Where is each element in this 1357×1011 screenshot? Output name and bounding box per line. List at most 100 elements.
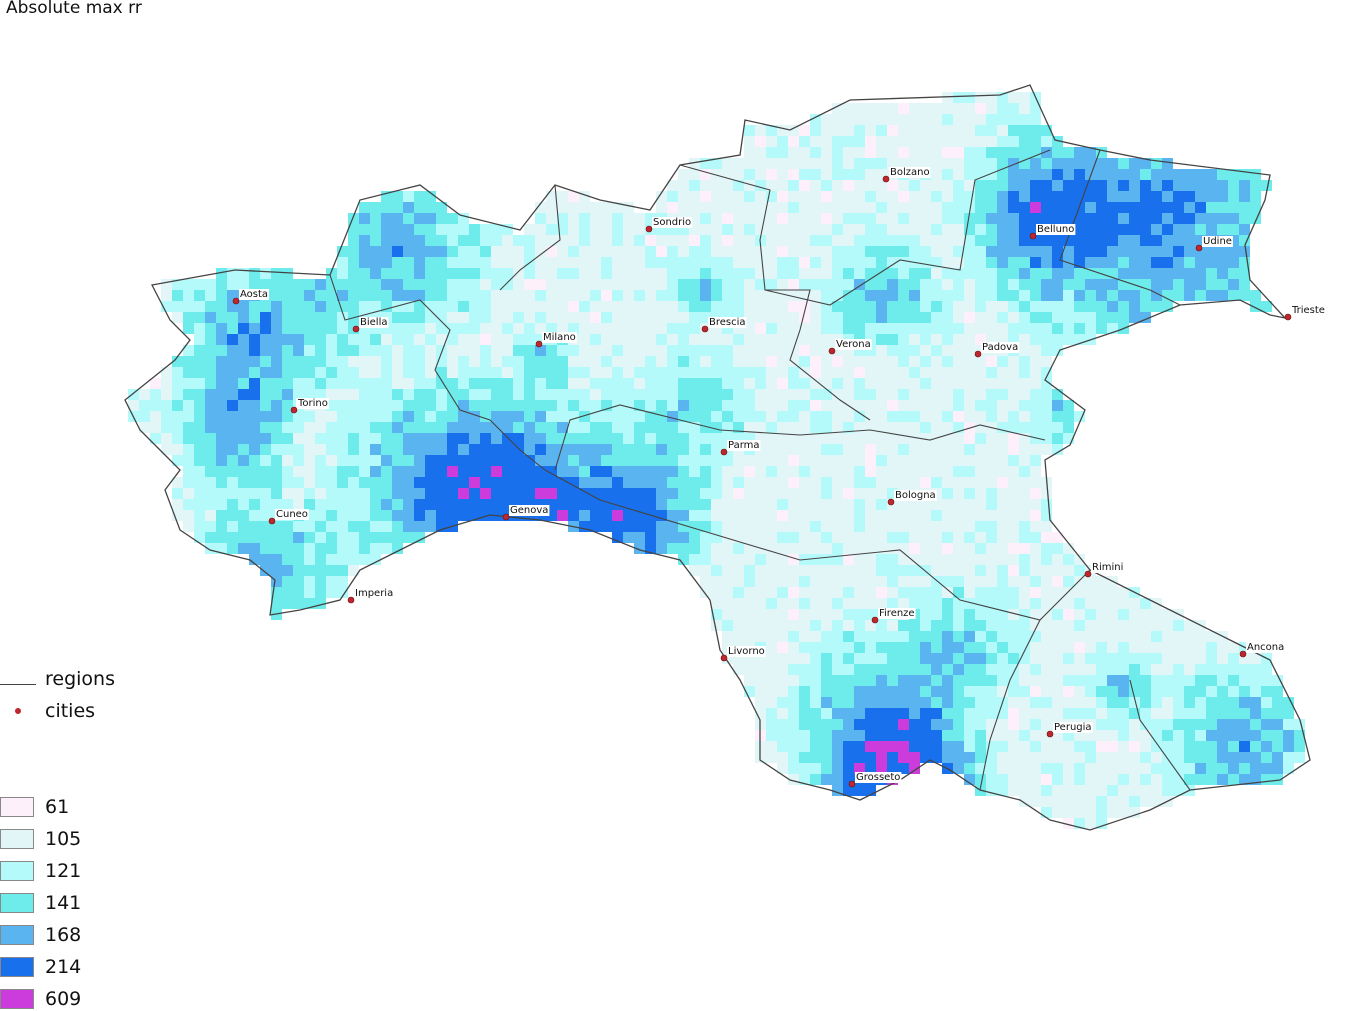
raster-cell: [964, 92, 975, 103]
raster-cell: [1140, 202, 1151, 213]
raster-cell: [1008, 114, 1019, 125]
raster-cell: [315, 312, 326, 323]
raster-cell: [865, 400, 876, 411]
raster-cell: [898, 224, 909, 235]
raster-cell: [469, 235, 480, 246]
raster-cell: [832, 378, 843, 389]
raster-cell: [634, 499, 645, 510]
raster-cell: [722, 455, 733, 466]
raster-cell: [887, 125, 898, 136]
raster-cell: [1019, 554, 1030, 565]
label-background: [239, 289, 270, 300]
raster-cell: [458, 367, 469, 378]
raster-cell: [337, 565, 348, 576]
raster-cell: [832, 730, 843, 741]
raster-cell: [1140, 752, 1151, 763]
raster-cell: [810, 708, 821, 719]
raster-cell: [1008, 708, 1019, 719]
raster-cell: [579, 455, 590, 466]
raster-cell: [1118, 257, 1129, 268]
raster-cell: [1074, 642, 1085, 653]
raster-cell: [744, 576, 755, 587]
raster-cell: [964, 554, 975, 565]
raster-cell: [1008, 367, 1019, 378]
raster-cell: [788, 521, 799, 532]
raster-cell: [1085, 675, 1096, 686]
raster-cell: [326, 510, 337, 521]
raster-cell: [887, 697, 898, 708]
raster-cell: [898, 620, 909, 631]
raster-cell: [1239, 235, 1250, 246]
raster-cell: [491, 290, 502, 301]
raster-cell: [1129, 807, 1140, 818]
raster-cell: [810, 367, 821, 378]
raster-cell: [810, 499, 821, 510]
raster-cell: [821, 136, 832, 147]
raster-cell: [557, 477, 568, 488]
raster-cell: [612, 411, 623, 422]
raster-cell: [260, 378, 271, 389]
raster-cell: [843, 114, 854, 125]
raster-cell: [1052, 334, 1063, 345]
raster-cell: [832, 312, 843, 323]
raster-cell: [689, 235, 700, 246]
raster-cell: [865, 389, 876, 400]
raster-cell: [403, 444, 414, 455]
raster-cell: [722, 532, 733, 543]
raster-cell: [777, 708, 788, 719]
raster-cell: [953, 521, 964, 532]
raster-cell: [1008, 136, 1019, 147]
raster-cell: [810, 147, 821, 158]
raster-cell: [1129, 708, 1140, 719]
raster-cell: [1019, 279, 1030, 290]
raster-cell: [843, 246, 854, 257]
raster-cell: [315, 488, 326, 499]
raster-cell: [788, 356, 799, 367]
raster-cell: [953, 719, 964, 730]
raster-cell: [953, 411, 964, 422]
raster-cell: [777, 444, 788, 455]
raster-cell: [656, 488, 667, 499]
raster-cell: [1228, 180, 1239, 191]
raster-cell: [1195, 719, 1206, 730]
raster-cell: [601, 444, 612, 455]
raster-cell: [777, 378, 788, 389]
raster-cell: [326, 444, 337, 455]
raster-cell: [832, 708, 843, 719]
raster-cell: [1019, 752, 1030, 763]
raster-cell: [1063, 433, 1074, 444]
raster-cell: [733, 202, 744, 213]
raster-cell: [986, 675, 997, 686]
raster-cell: [788, 334, 799, 345]
raster-cell: [1195, 213, 1206, 224]
raster-cell: [1217, 752, 1228, 763]
raster-cell: [909, 213, 920, 224]
raster-cell: [271, 356, 282, 367]
raster-cell: [1052, 136, 1063, 147]
raster-cell: [1030, 147, 1041, 158]
raster-cell: [678, 169, 689, 180]
legend-class: 609: [0, 988, 81, 1010]
raster-cell: [568, 213, 579, 224]
raster-cell: [1096, 257, 1107, 268]
raster-cell: [1041, 543, 1052, 554]
raster-cell: [755, 576, 766, 587]
raster-cell: [843, 367, 854, 378]
raster-cell: [711, 620, 722, 631]
raster-cell: [1052, 807, 1063, 818]
raster-cell: [535, 466, 546, 477]
raster-cell: [392, 323, 403, 334]
raster-cell: [700, 444, 711, 455]
raster-cell: [931, 235, 942, 246]
raster-cell: [1184, 202, 1195, 213]
raster-cell: [557, 411, 568, 422]
raster-cell: [964, 246, 975, 257]
raster-cell: [854, 719, 865, 730]
raster-cell: [469, 499, 480, 510]
raster-cell: [744, 125, 755, 136]
raster-cell: [1019, 136, 1030, 147]
raster-cell: [623, 444, 634, 455]
raster-cell: [436, 257, 447, 268]
city-dot-icon: [1046, 730, 1054, 738]
raster-cell: [689, 312, 700, 323]
